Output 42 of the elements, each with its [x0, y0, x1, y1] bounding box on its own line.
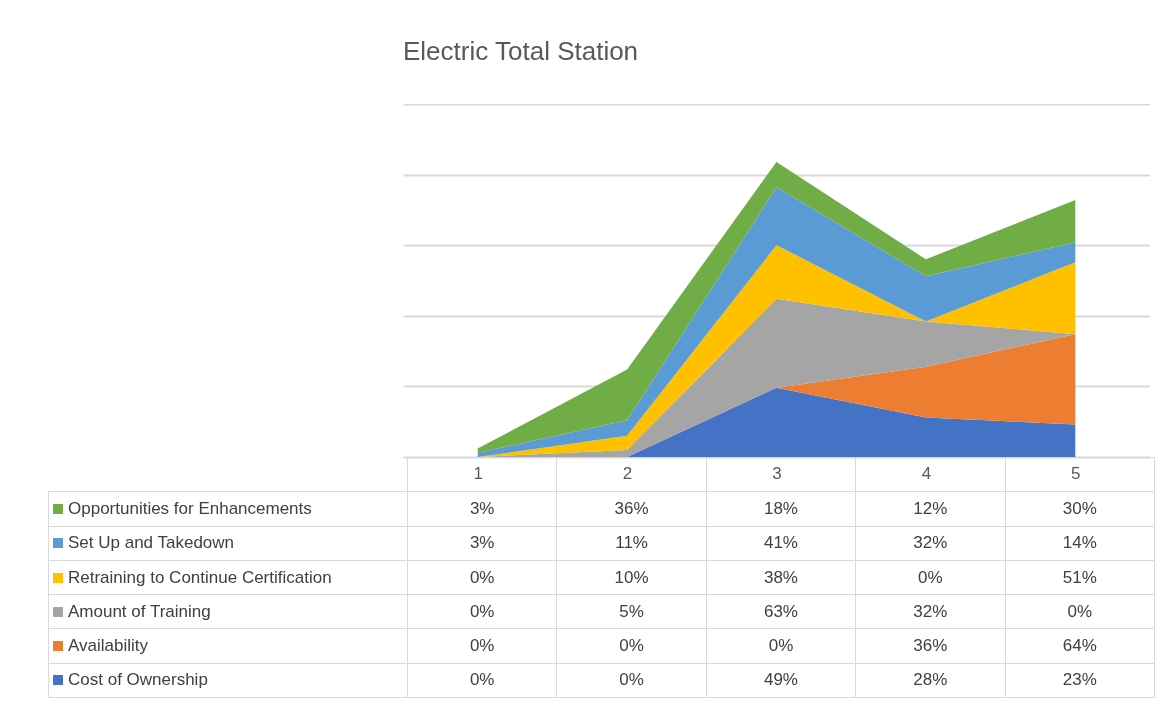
- data-label: 0%: [556, 663, 707, 698]
- x-tick-label: 3: [772, 463, 782, 483]
- data-label: 51%: [1005, 560, 1155, 595]
- data-label: 32%: [855, 594, 1006, 629]
- x-tick-label: 1: [473, 463, 483, 483]
- data-label: 0%: [1005, 594, 1155, 629]
- data-label: 49%: [706, 663, 856, 698]
- legend-label: Cost of Ownership: [48, 663, 408, 698]
- chart-title: Electric Total Station: [403, 36, 640, 67]
- data-label: 0%: [407, 628, 557, 664]
- data-label: 18%: [706, 491, 856, 527]
- data-label: 23%: [1005, 663, 1155, 698]
- data-label: 5%: [556, 594, 707, 629]
- data-label: 10%: [556, 560, 707, 595]
- data-label: 41%: [706, 526, 856, 561]
- legend-label: Retraining to Continue Certification: [48, 560, 408, 595]
- data-label: 0%: [706, 628, 856, 664]
- data-label: 64%: [1005, 628, 1155, 664]
- data-label: 0%: [407, 560, 557, 595]
- data-label: 36%: [556, 491, 707, 527]
- data-label: 11%: [556, 526, 707, 561]
- legend-label: Availability: [48, 628, 408, 664]
- legend-label: Opportunities for Enhancements: [48, 491, 408, 527]
- data-label: 30%: [1005, 491, 1155, 527]
- data-label: 32%: [855, 526, 1006, 561]
- data-label: 12%: [855, 491, 1006, 527]
- data-label: 28%: [855, 663, 1006, 698]
- data-label: 0%: [407, 663, 557, 698]
- data-label: 36%: [855, 628, 1006, 664]
- data-label: 3%: [407, 526, 557, 561]
- data-label: 3%: [407, 491, 557, 527]
- x-tick-label: 5: [1071, 463, 1081, 483]
- legend-label: Amount of Training: [48, 594, 408, 629]
- data-label: 0%: [556, 628, 707, 664]
- legend-label: Set Up and Takedown: [48, 526, 408, 561]
- data-label: 0%: [855, 560, 1006, 595]
- data-label: 38%: [706, 560, 856, 595]
- x-tick-label: 2: [622, 463, 633, 483]
- data-label: 0%: [407, 594, 557, 629]
- data-label: 14%: [1005, 526, 1155, 561]
- x-tick-label: 4: [921, 463, 932, 483]
- data-label: 63%: [706, 594, 856, 629]
